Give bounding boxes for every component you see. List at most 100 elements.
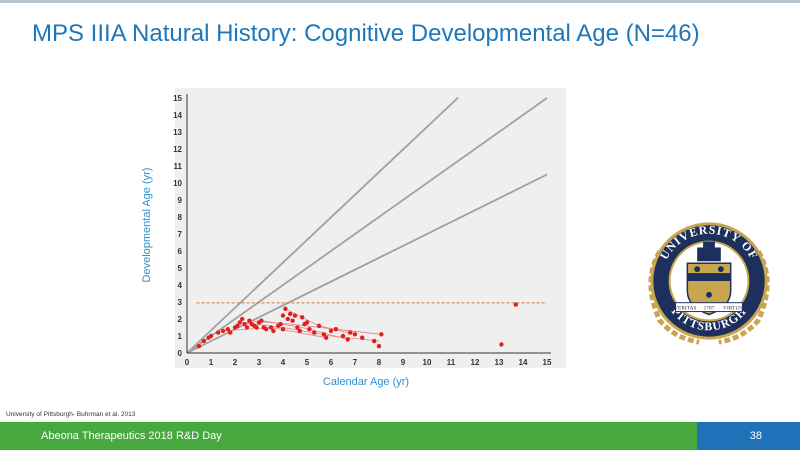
data-point (352, 332, 358, 337)
data-point (321, 332, 326, 337)
x-tick-label: 1 (209, 358, 214, 367)
x-tick-label: 15 (543, 358, 552, 367)
data-point (235, 323, 240, 328)
data-point (228, 330, 233, 335)
y-tick-label: 3 (178, 298, 183, 307)
castle-tower-icon (703, 241, 715, 250)
data-point (312, 330, 317, 335)
motto-year: 1787 (704, 306, 715, 312)
x-tick-label: 12 (471, 358, 480, 367)
data-point (244, 325, 250, 330)
y-tick-label: 12 (173, 145, 182, 154)
y-tick-label: 13 (173, 128, 182, 137)
data-point (242, 321, 247, 327)
data-point (324, 335, 329, 340)
data-point (340, 333, 346, 339)
data-point (208, 333, 214, 339)
data-point (297, 328, 302, 334)
reference-line-1 (186, 96, 459, 354)
y-tick-label: 8 (178, 213, 183, 222)
x-axis-label: Calendar Age (yr) (322, 376, 410, 388)
data-point (372, 338, 377, 344)
data-point (328, 328, 334, 334)
x-tick-label: 7 (353, 358, 358, 367)
data-point (290, 318, 295, 323)
data-point (216, 330, 221, 335)
data-point (225, 327, 230, 332)
y-tick-label: 6 (178, 247, 183, 256)
footer-page-box: 38 (697, 422, 800, 450)
y-tick-label: 15 (173, 94, 182, 103)
x-tick-label: 8 (377, 358, 382, 367)
y-tick-label: 0 (178, 349, 183, 358)
data-point (376, 344, 382, 349)
data-point (201, 338, 206, 344)
footer-bar: Abeona Therapeutics 2018 R&D Day 38 (0, 422, 800, 450)
reference-line-2 (186, 97, 548, 354)
data-point (345, 337, 350, 342)
data-point (264, 327, 269, 332)
data-point (285, 316, 290, 322)
data-point (268, 325, 274, 330)
x-tick-label: 2 (233, 358, 238, 367)
footer-event-text: Abeona Therapeutics 2018 R&D Day (41, 430, 222, 442)
y-tick-label: 1 (178, 332, 183, 341)
y-tick-label: 4 (178, 281, 183, 290)
data-point (240, 316, 245, 322)
shield-bezant-icon (706, 291, 712, 298)
page-number: 38 (749, 430, 762, 442)
castle-icon (697, 247, 721, 262)
data-point (499, 342, 504, 347)
data-point (288, 311, 293, 317)
data-point (300, 315, 305, 320)
source-citation: University of Pittsburgh- Buhrman et al.… (6, 411, 136, 418)
x-tick-label: 0 (185, 358, 190, 367)
data-point (237, 320, 242, 325)
y-axis-label: Developmental Age (yr) (141, 167, 153, 283)
motto-left: VERITAS (674, 306, 696, 312)
slide-title: MPS IIIA Natural History: Cognitive Deve… (32, 20, 700, 47)
data-point (307, 327, 312, 332)
data-point (280, 327, 286, 332)
trajectory-line (261, 320, 348, 340)
data-point (278, 321, 283, 327)
x-tick-label: 9 (401, 358, 406, 367)
shield-bezant-icon (694, 266, 701, 273)
y-tick-label: 9 (178, 196, 183, 205)
top-divider (0, 0, 800, 3)
data-point (247, 318, 252, 323)
data-point (292, 313, 298, 318)
shield-checker-icon (687, 273, 731, 281)
trajectory-line (239, 322, 380, 342)
x-tick-label: 13 (495, 358, 504, 367)
data-point (280, 313, 286, 318)
x-tick-label: 10 (423, 358, 432, 367)
data-point (295, 325, 300, 330)
shield-bezant-icon (717, 266, 724, 273)
x-tick-label: 14 (519, 358, 528, 367)
data-point (304, 320, 310, 325)
data-point (254, 325, 259, 330)
data-point (348, 330, 353, 335)
data-point (220, 328, 226, 334)
x-tick-label: 6 (329, 358, 334, 367)
y-tick-label: 5 (178, 264, 183, 273)
university-of-pittsburgh-seal-logo: UNIVERSITY OF PITTSBURGH VERITAS 1787 VI… (648, 222, 770, 345)
y-tick-label: 7 (178, 230, 183, 239)
y-tick-label: 2 (178, 315, 183, 324)
x-tick-label: 4 (281, 358, 286, 367)
data-point (316, 323, 322, 328)
motto-right: VIRTUS (723, 306, 742, 312)
x-tick-label: 3 (257, 358, 262, 367)
x-tick-label: 5 (305, 358, 310, 367)
y-tick-label: 10 (173, 179, 182, 188)
data-point (259, 318, 264, 323)
data-point (513, 302, 518, 307)
y-tick-label: 11 (174, 162, 183, 171)
data-point (196, 344, 202, 349)
data-point (360, 335, 365, 340)
data-point (271, 328, 276, 334)
y-tick-label: 14 (173, 111, 182, 120)
data-point (379, 332, 384, 337)
